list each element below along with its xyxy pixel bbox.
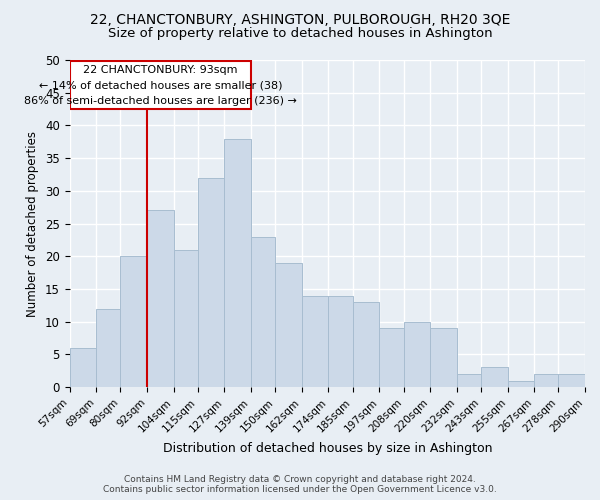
Bar [224,138,251,387]
X-axis label: Distribution of detached houses by size in Ashington: Distribution of detached houses by size … [163,442,492,455]
Text: Size of property relative to detached houses in Ashington: Size of property relative to detached ho… [107,28,493,40]
Bar [96,308,121,387]
Bar [379,328,404,387]
Bar [404,322,430,387]
Bar [457,374,481,387]
Bar [559,374,585,387]
Y-axis label: Number of detached properties: Number of detached properties [26,130,40,316]
Bar [353,302,379,387]
Bar [328,296,353,387]
Bar [121,256,147,387]
Text: 22 CHANCTONBURY: 93sqm
← 14% of detached houses are smaller (38)
86% of semi-det: 22 CHANCTONBURY: 93sqm ← 14% of detached… [24,64,297,106]
FancyBboxPatch shape [70,62,251,109]
Bar [198,178,224,387]
Bar [70,348,96,387]
Bar [147,210,173,387]
Bar [481,368,508,387]
Bar [508,380,534,387]
Bar [302,296,328,387]
Text: 22, CHANCTONBURY, ASHINGTON, PULBOROUGH, RH20 3QE: 22, CHANCTONBURY, ASHINGTON, PULBOROUGH,… [90,12,510,26]
Bar [251,236,275,387]
Bar [173,250,198,387]
Text: Contains HM Land Registry data © Crown copyright and database right 2024.
Contai: Contains HM Land Registry data © Crown c… [103,474,497,494]
Bar [430,328,457,387]
Bar [275,263,302,387]
Bar [534,374,559,387]
